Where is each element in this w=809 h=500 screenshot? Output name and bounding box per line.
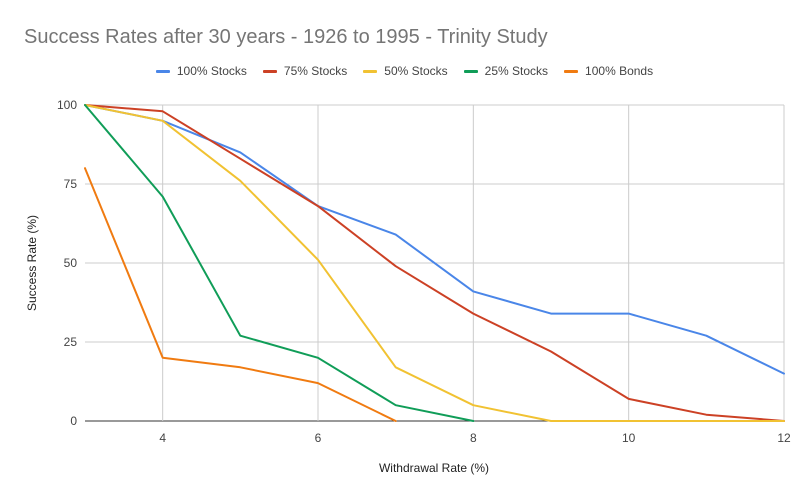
x-tick-label: 6 — [315, 431, 322, 445]
legend-swatch — [463, 69, 478, 73]
y-tick-label: 100 — [57, 98, 77, 112]
legend-swatch — [155, 69, 170, 73]
y-tick-label: 50 — [64, 256, 78, 270]
legend-item: 100% Bonds — [564, 64, 653, 78]
legend-swatch — [564, 69, 579, 73]
series-lines — [84, 104, 785, 422]
y-tick-label: 0 — [70, 414, 77, 428]
x-tick-label: 12 — [777, 431, 791, 445]
y-tick-label: 75 — [64, 177, 78, 191]
legend-label: 100% Stocks — [176, 64, 247, 78]
legend-item: 75% Stocks — [262, 64, 348, 78]
chart-title: Success Rates after 30 years - 1926 to 1… — [24, 26, 548, 48]
x-tick-label: 8 — [470, 431, 477, 445]
series-line-4 — [84, 104, 475, 422]
x-tick-label: 4 — [159, 431, 166, 445]
legend-item: 50% Stocks — [363, 64, 448, 78]
tick-labels: 0 25 50 75 100 4 6 8 10 12 — [57, 98, 791, 445]
legend-label: 25% Stocks — [484, 64, 549, 78]
series-line-2 — [84, 104, 785, 422]
series-line-5 — [84, 167, 397, 422]
series-line-1 — [84, 104, 785, 375]
legend-swatch — [363, 69, 378, 73]
y-tick-label: 25 — [64, 335, 78, 349]
legend-item: 25% Stocks — [463, 64, 549, 78]
y-axis-title: Success Rate (%) — [25, 215, 39, 311]
legend-label: 100% Bonds — [585, 64, 654, 78]
series-line-3 — [84, 104, 785, 422]
legend-label: 50% Stocks — [384, 64, 448, 78]
legend-label: 75% Stocks — [283, 64, 348, 78]
x-axis-title: Withdrawal Rate (%) — [379, 461, 489, 475]
legend-swatch — [262, 69, 277, 73]
legend-item: 100% Stocks — [155, 64, 247, 78]
chart-legend: 100% Stocks 75% Stocks 50% Stocks 25% Stock… — [0, 64, 809, 78]
x-tick-label: 10 — [622, 431, 636, 445]
